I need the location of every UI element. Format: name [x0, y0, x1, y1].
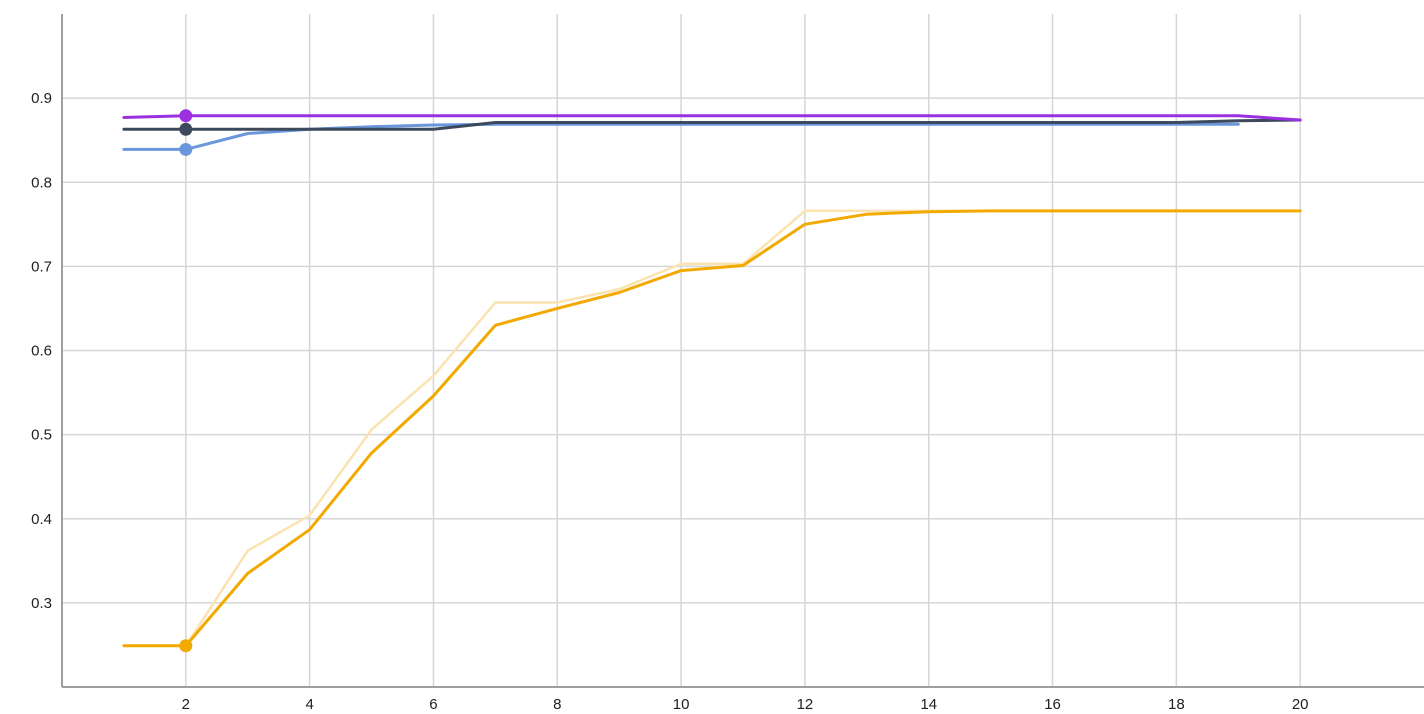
x-tick-label: 2	[182, 696, 190, 713]
series-marker-0	[179, 639, 193, 653]
x-tick-label: 14	[920, 696, 937, 713]
grid	[62, 14, 1424, 687]
y-tick-label: 0.5	[31, 427, 52, 444]
x-tick-label: 8	[553, 696, 561, 713]
y-tick-label: 0.8	[31, 174, 52, 191]
series-raw-line-0	[123, 209, 1301, 648]
x-tick-label: 10	[673, 696, 690, 713]
series-marker-1	[179, 142, 193, 156]
x-tick-label: 6	[429, 696, 437, 713]
series-marker-2	[179, 122, 193, 136]
x-tick-label: 20	[1292, 696, 1309, 713]
y-tick-label: 0.9	[31, 90, 52, 107]
y-tick-label: 0.4	[31, 511, 52, 528]
x-tick-label: 12	[797, 696, 814, 713]
series-marker-3	[179, 109, 193, 123]
y-tick-label: 0.3	[31, 595, 52, 612]
series-line-2[interactable]	[122, 118, 1302, 131]
y-tick-label: 0.7	[31, 258, 52, 275]
series-line-0[interactable]	[122, 209, 1302, 648]
series-line-3[interactable]	[122, 114, 1302, 122]
series-lines	[122, 114, 1302, 648]
tick-labels: 2 4 6 8 10 12 14 16 18 20 0.3 0.4 0.5 0.6 0.7 0.8 0.9	[31, 90, 1308, 713]
axes	[61, 14, 1424, 688]
x-tick-label: 4	[305, 696, 313, 713]
x-tick-label: 18	[1168, 696, 1185, 713]
y-tick-label: 0.6	[31, 343, 52, 360]
hover-markers	[179, 109, 193, 653]
x-tick-label: 16	[1044, 696, 1061, 713]
